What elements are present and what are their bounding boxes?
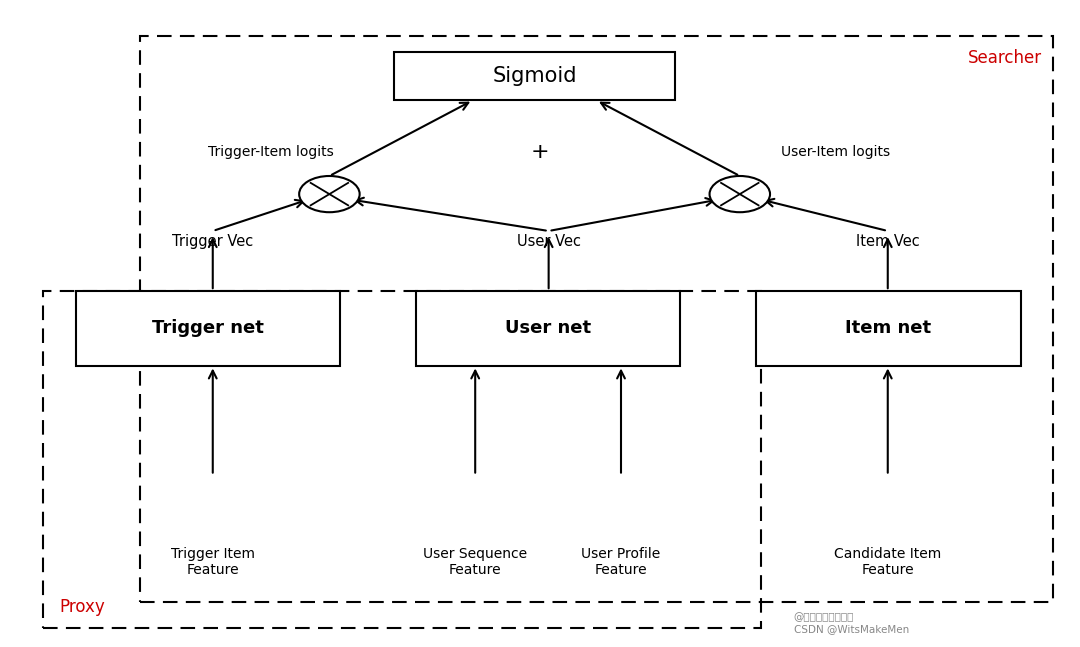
Text: Trigger net: Trigger net: [152, 320, 264, 337]
Text: User net: User net: [505, 320, 591, 337]
Text: User Vec: User Vec: [516, 234, 581, 249]
Text: @稀土掘金技术社区
CSDN @WitsMakeMen: @稀土掘金技术社区 CSDN @WitsMakeMen: [794, 613, 909, 634]
Text: Proxy: Proxy: [59, 598, 105, 616]
Bar: [43, 291, 761, 628]
Text: User Sequence
Feature: User Sequence Feature: [423, 547, 527, 577]
Circle shape: [710, 176, 770, 212]
Text: Item net: Item net: [846, 320, 931, 337]
Text: User Profile
Feature: User Profile Feature: [581, 547, 661, 577]
Bar: [76, 291, 340, 366]
Text: +: +: [530, 142, 550, 162]
Text: Item Vec: Item Vec: [855, 234, 920, 249]
Text: Trigger-Item logits: Trigger-Item logits: [208, 145, 334, 159]
Bar: [756, 291, 1021, 366]
Text: Searcher: Searcher: [968, 49, 1042, 67]
Text: Trigger Vec: Trigger Vec: [172, 234, 254, 249]
Text: Trigger Item
Feature: Trigger Item Feature: [171, 547, 255, 577]
Bar: [416, 291, 680, 366]
Bar: [394, 52, 675, 100]
Text: Sigmoid: Sigmoid: [492, 66, 577, 86]
Text: User-Item logits: User-Item logits: [781, 145, 890, 159]
Text: Candidate Item
Feature: Candidate Item Feature: [834, 547, 942, 577]
Bar: [140, 36, 1053, 602]
Circle shape: [299, 176, 360, 212]
